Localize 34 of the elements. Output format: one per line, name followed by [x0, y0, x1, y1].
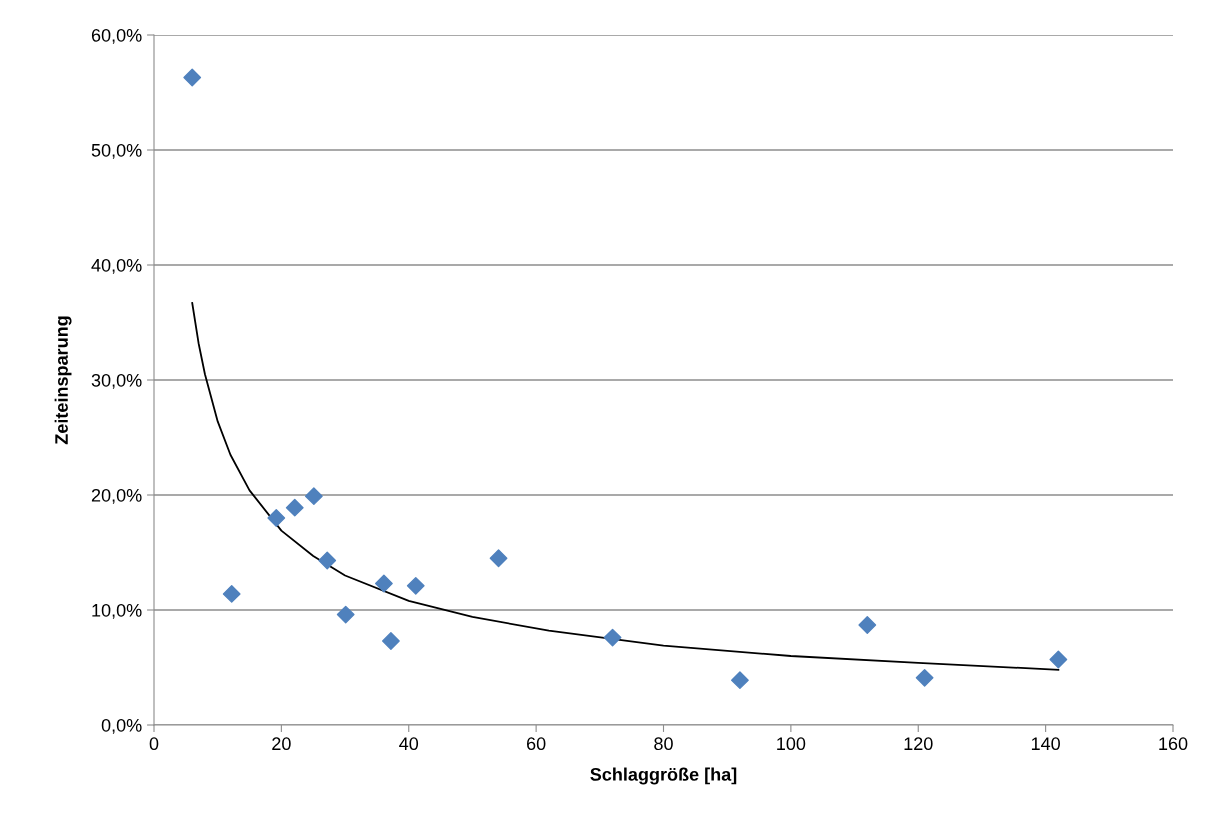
- y-axis-title: Zeiteinsparung: [54, 316, 72, 445]
- x-tick-label: 80: [654, 737, 673, 751]
- point: [183, 68, 202, 87]
- point: [858, 616, 877, 634]
- point: [1049, 650, 1068, 669]
- point: [731, 671, 749, 690]
- y-tick-label: 0,0%: [101, 718, 142, 734]
- y-tick-label: 20,0%: [91, 488, 142, 504]
- point: [304, 487, 323, 506]
- x-tick-label: 100: [777, 737, 806, 751]
- point: [406, 576, 425, 595]
- point: [382, 632, 400, 650]
- point: [375, 574, 393, 593]
- x-tick-label: 40: [399, 737, 419, 751]
- x-tick-label: 0: [149, 737, 159, 751]
- x-tick-label: 120: [904, 737, 933, 751]
- y-tick-label: 60,0%: [91, 28, 142, 44]
- x-tick-label: 60: [527, 737, 546, 751]
- point: [267, 509, 286, 527]
- point: [318, 551, 337, 570]
- point: [222, 584, 241, 603]
- point: [336, 605, 355, 624]
- x-tick-label: 140: [1031, 737, 1060, 751]
- y-tick-label: 10,0%: [92, 603, 142, 619]
- point: [915, 668, 934, 687]
- point: [285, 498, 304, 517]
- point: [489, 549, 508, 568]
- point: [603, 628, 622, 647]
- x-tick-label: 160: [1159, 737, 1188, 751]
- y-tick-label: 50,0%: [91, 143, 142, 159]
- y-tick-label: 30,0%: [91, 373, 142, 389]
- y-tick-label: 40,0%: [91, 258, 142, 274]
- x-tick-label: 20: [272, 737, 291, 751]
- x-axis-title: Schlaggröße [ha]: [590, 767, 737, 785]
